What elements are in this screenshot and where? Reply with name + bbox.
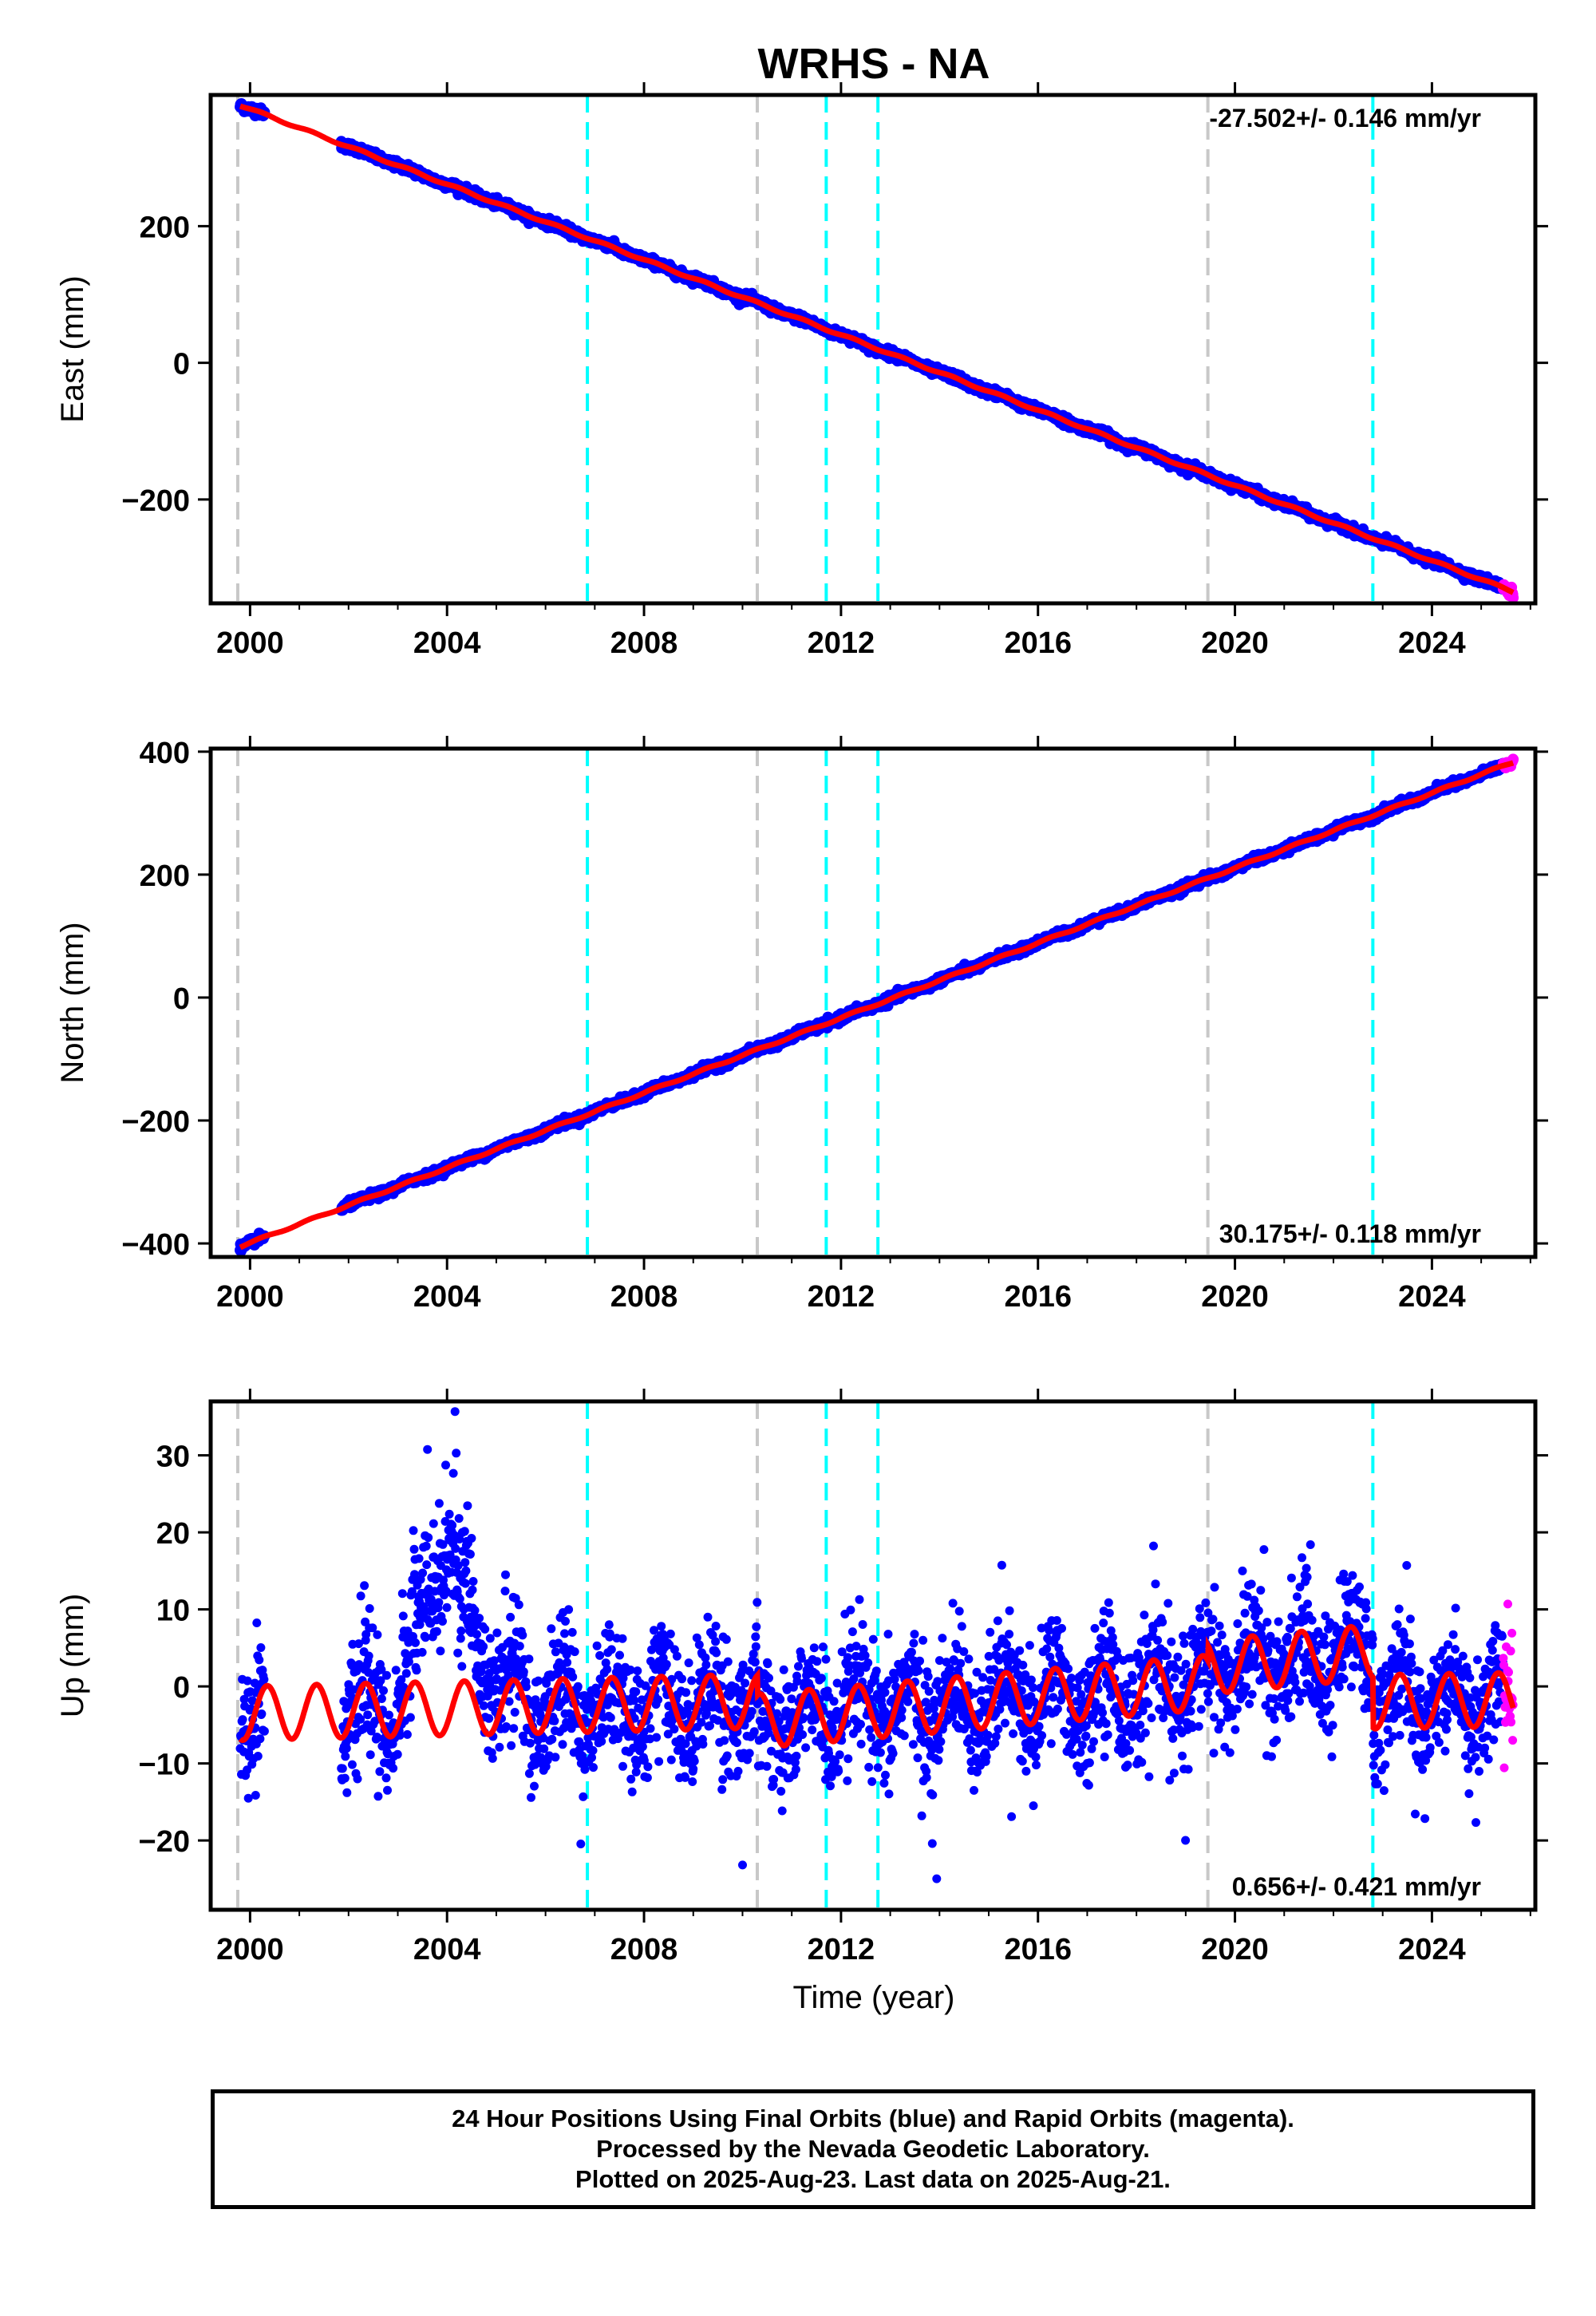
- x-tick-label: 2012: [808, 626, 875, 660]
- y-tick-label: −200: [121, 484, 190, 518]
- x-tick-label: 2016: [1004, 626, 1072, 660]
- x-tick-label: 2000: [216, 626, 284, 660]
- x-tick-label: 2004: [413, 626, 481, 660]
- north-plot-area: [235, 749, 1519, 1257]
- x-tick-label: 2024: [1398, 626, 1466, 660]
- north-panel: 2000 2004 2008 2012 2016 2020 20244002000−200−…: [55, 736, 1548, 1314]
- east-rate-label: -27.502+/- 0.146 mm/yr: [1209, 104, 1481, 132]
- east-plot-area: [235, 95, 1519, 603]
- x-tick-label: 2008: [610, 626, 678, 660]
- y-tick-label: 0: [173, 348, 190, 381]
- y-tick-label: 200: [140, 211, 190, 244]
- east-axis-label: East (mm): [55, 275, 90, 422]
- figure-title: WRHS - NA: [758, 40, 990, 88]
- x-tick-label: 2020: [1201, 626, 1269, 660]
